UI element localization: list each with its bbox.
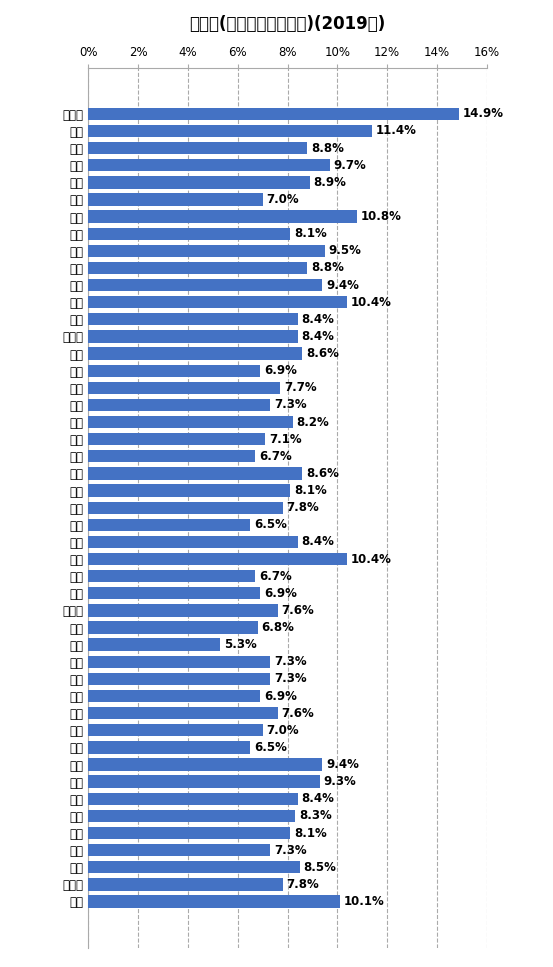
Text: 9.3%: 9.3% <box>324 776 356 788</box>
Bar <box>88 844 270 857</box>
Text: 7.6%: 7.6% <box>281 707 314 719</box>
Bar <box>88 278 322 291</box>
Bar <box>88 742 250 753</box>
Bar <box>88 416 293 428</box>
Text: 10.4%: 10.4% <box>351 552 392 566</box>
Text: 10.4%: 10.4% <box>351 296 392 308</box>
Text: 6.5%: 6.5% <box>254 741 287 754</box>
Text: 6.9%: 6.9% <box>264 365 297 377</box>
Bar <box>88 622 258 633</box>
Text: 8.5%: 8.5% <box>304 861 337 874</box>
Bar <box>88 827 290 839</box>
Bar <box>88 707 278 719</box>
Bar <box>88 125 372 137</box>
Text: 6.9%: 6.9% <box>264 689 297 702</box>
Text: 8.9%: 8.9% <box>314 176 347 189</box>
Bar <box>88 398 270 411</box>
Bar <box>88 724 263 737</box>
Bar <box>88 296 347 308</box>
Bar <box>88 861 300 873</box>
Text: 8.8%: 8.8% <box>311 261 344 275</box>
Text: 5.3%: 5.3% <box>224 638 257 651</box>
Bar <box>88 451 255 462</box>
Text: 14.9%: 14.9% <box>463 107 504 120</box>
Bar <box>88 193 263 206</box>
Text: 8.2%: 8.2% <box>296 416 329 428</box>
Text: 9.4%: 9.4% <box>326 758 359 771</box>
Bar <box>88 604 278 617</box>
Text: 8.1%: 8.1% <box>294 827 326 839</box>
Text: 9.7%: 9.7% <box>333 159 366 172</box>
Bar <box>88 793 298 805</box>
Text: 7.8%: 7.8% <box>286 878 319 891</box>
Text: 8.4%: 8.4% <box>301 792 334 806</box>
Bar <box>88 878 283 891</box>
Bar <box>88 433 265 446</box>
Text: 7.3%: 7.3% <box>274 656 306 668</box>
Text: 8.1%: 8.1% <box>294 227 326 240</box>
Bar <box>88 776 320 788</box>
Text: 7.3%: 7.3% <box>274 398 306 411</box>
Bar <box>88 484 290 497</box>
Text: 8.4%: 8.4% <box>301 330 334 343</box>
Bar <box>88 227 290 240</box>
Bar <box>88 689 260 702</box>
Bar <box>88 536 298 548</box>
Text: 8.6%: 8.6% <box>306 347 339 360</box>
Bar <box>88 673 270 685</box>
Bar <box>88 758 322 771</box>
Bar <box>88 518 250 531</box>
Text: 7.7%: 7.7% <box>284 381 316 395</box>
Bar <box>88 467 302 480</box>
Text: 8.1%: 8.1% <box>294 484 326 497</box>
Bar <box>88 656 270 668</box>
Bar <box>88 895 340 908</box>
Text: 7.0%: 7.0% <box>267 723 299 737</box>
Bar <box>88 107 459 120</box>
Title: 喫煙率(女性、都道府県別)(2019年): 喫煙率(女性、都道府県別)(2019年) <box>190 15 385 33</box>
Text: 11.4%: 11.4% <box>376 125 417 137</box>
Text: 7.8%: 7.8% <box>286 501 319 514</box>
Text: 7.6%: 7.6% <box>281 604 314 617</box>
Bar <box>88 502 283 513</box>
Text: 7.0%: 7.0% <box>267 193 299 206</box>
Bar <box>88 365 260 377</box>
Text: 8.4%: 8.4% <box>301 313 334 326</box>
Bar <box>88 570 255 582</box>
Bar <box>88 313 298 326</box>
Bar <box>88 142 307 155</box>
Bar <box>88 809 295 822</box>
Text: 6.8%: 6.8% <box>262 621 294 634</box>
Bar <box>88 176 310 189</box>
Text: 9.4%: 9.4% <box>326 278 359 292</box>
Bar <box>88 553 347 565</box>
Bar <box>88 587 260 600</box>
Text: 6.9%: 6.9% <box>264 587 297 600</box>
Text: 8.8%: 8.8% <box>311 141 344 155</box>
Text: 8.3%: 8.3% <box>299 809 331 822</box>
Text: 8.6%: 8.6% <box>306 467 339 480</box>
Bar <box>88 211 357 222</box>
Bar <box>88 638 220 651</box>
Bar <box>88 347 302 360</box>
Bar <box>88 159 330 171</box>
Bar <box>88 382 280 394</box>
Bar <box>88 331 298 342</box>
Text: 7.3%: 7.3% <box>274 672 306 686</box>
Text: 10.8%: 10.8% <box>361 210 402 223</box>
Text: 9.5%: 9.5% <box>328 245 362 257</box>
Bar <box>88 262 307 274</box>
Text: 10.1%: 10.1% <box>343 895 384 908</box>
Text: 7.3%: 7.3% <box>274 843 306 857</box>
Text: 6.7%: 6.7% <box>259 570 291 583</box>
Bar <box>88 245 325 257</box>
Text: 6.5%: 6.5% <box>254 518 287 531</box>
Text: 6.7%: 6.7% <box>259 450 291 463</box>
Text: 7.1%: 7.1% <box>269 432 301 446</box>
Text: 8.4%: 8.4% <box>301 536 334 548</box>
